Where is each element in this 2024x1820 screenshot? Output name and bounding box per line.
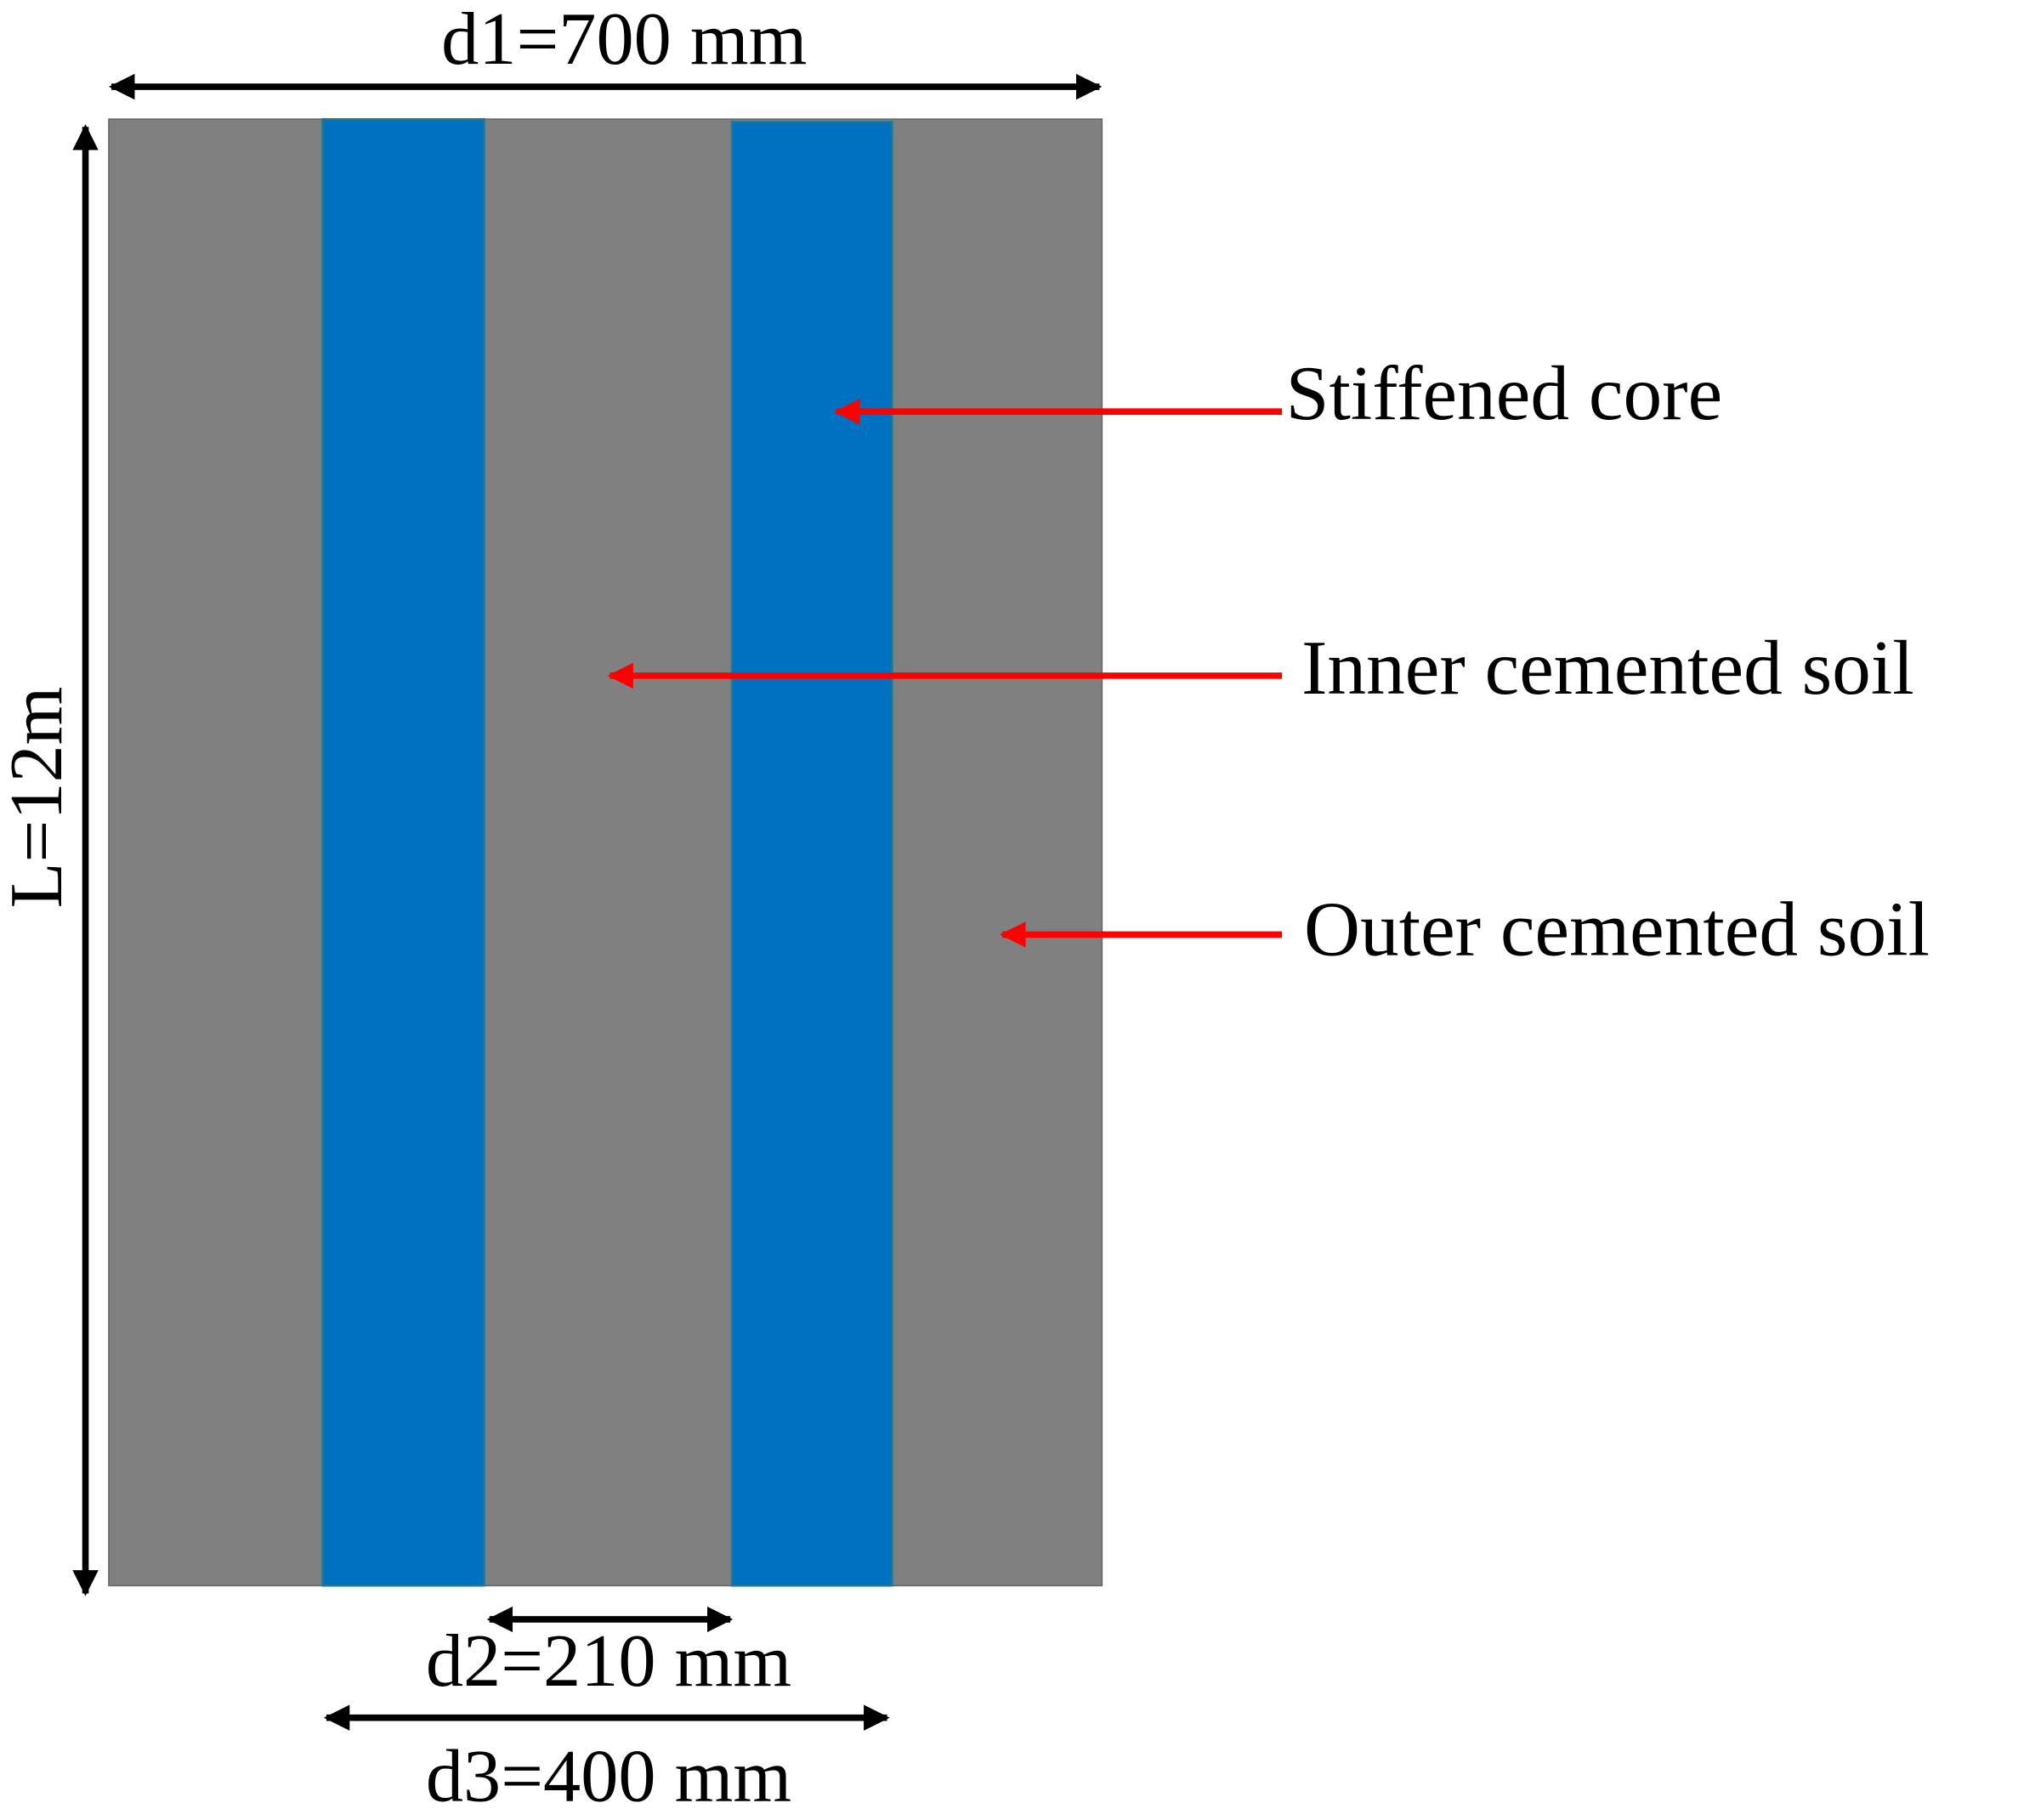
d2-label: d2=210 mm [426,1619,791,1703]
d1-label: d1=700 mm [441,0,807,81]
length-label: L=12m [0,687,78,909]
component-label: Outer cemented soil [1304,886,1930,972]
core-right [730,120,893,1587]
d3-label: d3=400 mm [426,1735,791,1818]
component-label: Inner cemented soil [1301,625,1914,711]
core-left [321,117,485,1587]
component-label: Stiffened core [1286,350,1722,436]
outer-soil [108,118,1103,1587]
